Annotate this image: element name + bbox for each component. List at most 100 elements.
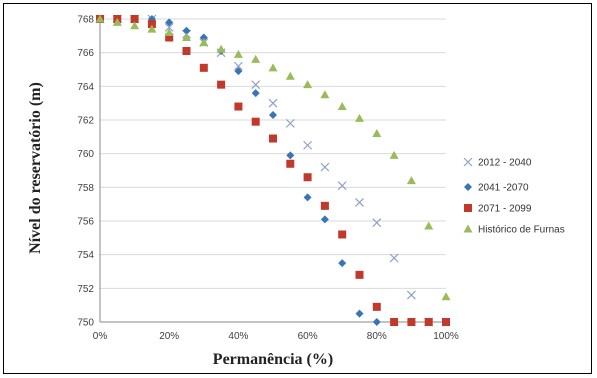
legend: 2012 - 2040 2041 -2070 2071 - 2099 Históric… bbox=[463, 157, 565, 236]
data-points bbox=[95, 14, 451, 327]
series-0 bbox=[95, 14, 451, 327]
data-point-triangle bbox=[372, 128, 382, 137]
y-tick-label: 760 bbox=[77, 149, 94, 160]
data-point-triangle bbox=[95, 14, 105, 23]
y-tick-label: 754 bbox=[77, 250, 94, 261]
data-point-x bbox=[233, 61, 243, 71]
data-point-triangle bbox=[389, 150, 399, 159]
legend-item: Histórico de Furnas bbox=[463, 224, 565, 236]
data-point-diamond bbox=[303, 193, 312, 202]
data-point-square bbox=[251, 117, 260, 126]
data-point-square bbox=[182, 46, 191, 55]
data-point-triangle bbox=[164, 27, 174, 36]
data-point-square bbox=[286, 159, 295, 168]
data-point-x bbox=[268, 98, 278, 108]
series-1 bbox=[96, 15, 450, 326]
legend-label: Histórico de Furnas bbox=[478, 225, 565, 236]
legend-label: 2012 - 2040 bbox=[478, 158, 532, 169]
data-point-diamond bbox=[338, 259, 347, 268]
y-tick-label: 756 bbox=[77, 217, 94, 228]
data-point-diamond bbox=[182, 26, 191, 35]
data-point-triangle bbox=[424, 221, 434, 230]
x-tick-labels: 0% 20% 40% 60% 80% 100% bbox=[93, 331, 459, 342]
data-point-square bbox=[130, 15, 139, 23]
y-tick-label: 768 bbox=[77, 15, 94, 26]
data-point-diamond bbox=[269, 110, 277, 119]
y-tick-labels: 750 752 754 756 758 760 762 764 766 768 bbox=[77, 15, 94, 329]
series-2 bbox=[96, 15, 450, 326]
data-point-x bbox=[406, 290, 416, 300]
data-point-x bbox=[389, 253, 399, 263]
chart-frame bbox=[3, 3, 592, 374]
data-point-triangle bbox=[355, 113, 364, 122]
data-point-triangle bbox=[303, 80, 313, 89]
data-point-diamond bbox=[199, 33, 208, 42]
data-point-square bbox=[147, 20, 156, 29]
data-point-triangle bbox=[130, 21, 140, 30]
legend-label: 2041 -2070 bbox=[478, 183, 529, 194]
data-point-x bbox=[285, 118, 295, 128]
data-point-square bbox=[424, 318, 433, 326]
data-point-x bbox=[251, 80, 261, 90]
data-point-diamond bbox=[251, 89, 260, 98]
data-point-square bbox=[269, 134, 277, 143]
y-tick-label: 762 bbox=[77, 116, 94, 127]
legend-label: 2071 - 2099 bbox=[478, 204, 532, 215]
data-point-triangle bbox=[199, 38, 209, 47]
data-point-x bbox=[320, 162, 330, 172]
axes bbox=[99, 19, 446, 323]
data-point-triangle bbox=[216, 44, 226, 53]
data-point-square bbox=[355, 270, 364, 279]
data-point-triangle bbox=[441, 292, 451, 301]
legend-marker bbox=[464, 183, 472, 191]
data-point-square bbox=[372, 302, 381, 311]
data-point-x bbox=[337, 181, 347, 191]
data-point-triangle bbox=[233, 49, 243, 58]
x-tick-label: 20% bbox=[159, 331, 179, 342]
data-point-diamond bbox=[165, 18, 174, 27]
x-tick-label: 40% bbox=[228, 331, 248, 342]
data-point-diamond bbox=[355, 309, 364, 318]
data-point-square bbox=[390, 318, 399, 326]
data-point-triangle bbox=[112, 17, 122, 26]
x-tick-label: 0% bbox=[93, 331, 108, 342]
y-tick-label: 750 bbox=[77, 318, 94, 329]
y-tick-label: 766 bbox=[77, 48, 94, 59]
series-3 bbox=[95, 14, 451, 301]
data-point-x bbox=[372, 218, 382, 228]
data-point-square bbox=[407, 318, 416, 326]
x-tick-label: 100% bbox=[433, 331, 459, 342]
data-point-diamond bbox=[286, 151, 295, 160]
legend-item: 2041 -2070 bbox=[464, 183, 529, 194]
data-point-square bbox=[217, 80, 226, 89]
data-point-triangle bbox=[147, 24, 157, 33]
data-point-triangle bbox=[182, 33, 191, 42]
legend-marker bbox=[464, 204, 472, 212]
data-point-diamond bbox=[320, 215, 329, 224]
legend-item: 2012 - 2040 bbox=[463, 157, 532, 169]
legend-marker bbox=[463, 157, 473, 167]
data-point-x bbox=[164, 22, 174, 32]
data-point-square bbox=[442, 318, 450, 326]
data-point-triangle bbox=[337, 102, 347, 111]
data-point-triangle bbox=[320, 90, 330, 99]
legend-marker bbox=[463, 224, 473, 233]
data-point-square bbox=[165, 33, 174, 42]
data-point-x bbox=[303, 140, 313, 150]
legend-item: 2071 - 2099 bbox=[464, 204, 532, 215]
data-point-diamond bbox=[234, 67, 243, 76]
data-point-triangle bbox=[406, 176, 416, 185]
data-point-square bbox=[303, 173, 312, 182]
y-tick-label: 764 bbox=[77, 82, 94, 93]
y-axis-title: Nível do reservatório (m) bbox=[27, 82, 44, 254]
data-point-triangle bbox=[268, 63, 278, 72]
data-point-square bbox=[199, 63, 208, 72]
y-tick-label: 758 bbox=[77, 183, 94, 194]
x-tick-label: 60% bbox=[298, 331, 318, 342]
data-point-x bbox=[355, 198, 364, 207]
x-axis-title: Permanência (%) bbox=[213, 351, 333, 368]
data-point-triangle bbox=[251, 54, 261, 63]
x-tick-label: 80% bbox=[367, 331, 387, 342]
data-point-square bbox=[320, 201, 329, 210]
